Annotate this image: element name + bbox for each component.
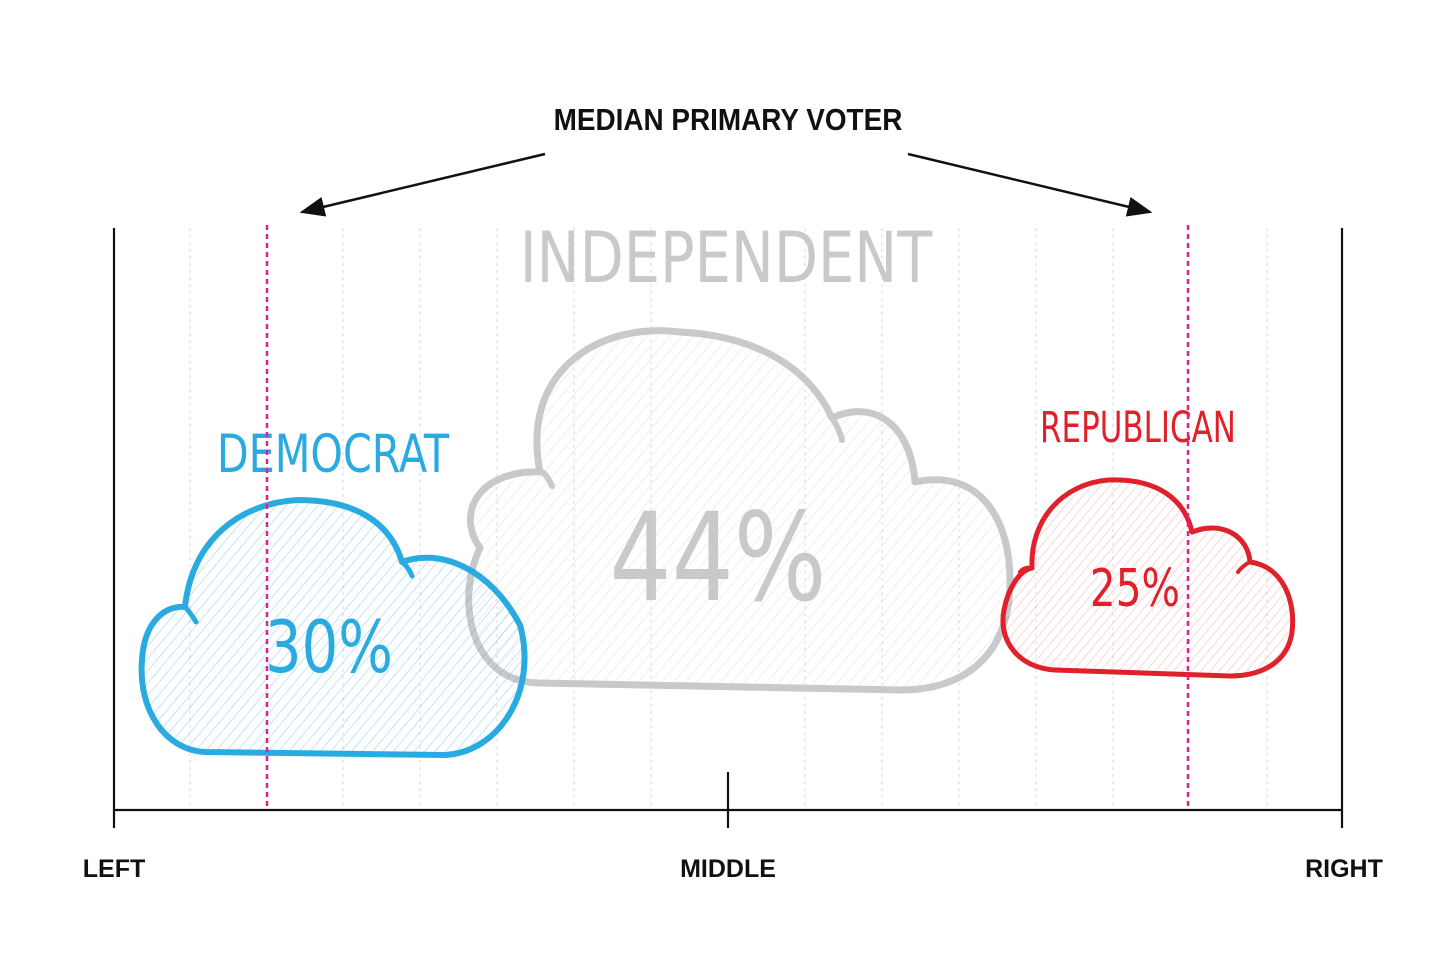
republican-percent: 25% xyxy=(1090,558,1180,618)
axis xyxy=(112,228,1344,828)
axis-left-label: LEFT xyxy=(83,855,146,883)
republican-label: REPUBLICAN xyxy=(1040,402,1236,452)
median-lines xyxy=(265,225,1190,810)
democrat-cloud xyxy=(138,497,528,758)
independent-cloud xyxy=(465,327,1014,694)
left-arrow xyxy=(299,152,546,217)
axis-middle-label: MIDDLE xyxy=(680,855,776,883)
independent-percent: 44% xyxy=(610,487,827,629)
independent-label: INDEPENDENT xyxy=(520,219,933,300)
republican-cloud xyxy=(1000,477,1296,679)
diagram-title: MEDIAN PRIMARY VOTER xyxy=(554,103,903,138)
democrat-percent: 30% xyxy=(265,606,393,690)
democrat-label: DEMOCRAT xyxy=(217,424,450,485)
axis-right-label: RIGHT xyxy=(1305,855,1383,883)
right-arrow xyxy=(907,152,1153,217)
